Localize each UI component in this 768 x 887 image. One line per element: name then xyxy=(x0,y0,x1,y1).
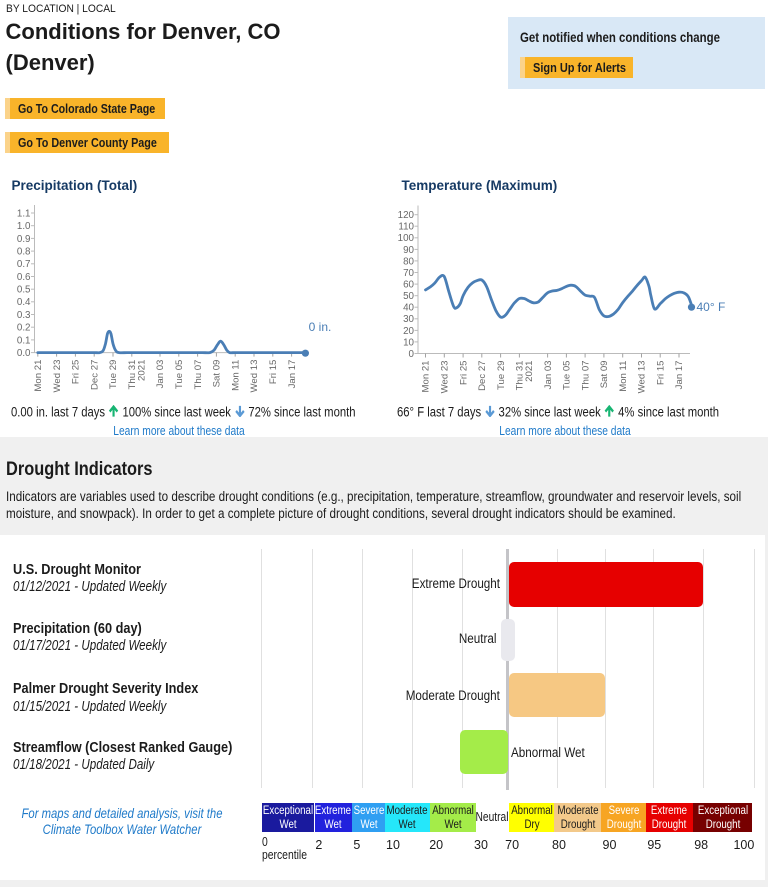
svg-text:40° F: 40° F xyxy=(697,300,726,314)
svg-text:Wed 23: Wed 23 xyxy=(440,361,451,394)
svg-text:Tue 05: Tue 05 xyxy=(174,360,185,390)
svg-text:Mon 11: Mon 11 xyxy=(618,361,629,392)
svg-text:Jan 03: Jan 03 xyxy=(155,360,166,389)
svg-text:0.2: 0.2 xyxy=(17,323,31,334)
svg-text:Fri 15: Fri 15 xyxy=(655,361,666,386)
svg-text:Dec 27: Dec 27 xyxy=(477,361,488,391)
svg-text:Jan 03: Jan 03 xyxy=(543,361,554,390)
svg-text:Sat 09: Sat 09 xyxy=(599,361,610,389)
svg-text:Fri 25: Fri 25 xyxy=(71,360,82,385)
svg-text:100: 100 xyxy=(398,233,415,244)
svg-text:1.0: 1.0 xyxy=(17,221,31,232)
svg-text:Tue 05: Tue 05 xyxy=(562,361,573,391)
svg-text:0.3: 0.3 xyxy=(17,310,31,321)
svg-text:2021: 2021 xyxy=(524,361,535,382)
svg-text:0.4: 0.4 xyxy=(17,297,31,308)
svg-text:0: 0 xyxy=(409,349,415,360)
svg-text:Thu 31: Thu 31 xyxy=(515,361,526,391)
svg-text:0.5: 0.5 xyxy=(17,285,31,296)
svg-text:Wed 13: Wed 13 xyxy=(637,361,648,394)
svg-text:0.8: 0.8 xyxy=(17,247,31,258)
svg-text:40: 40 xyxy=(403,303,414,314)
svg-text:Fri 25: Fri 25 xyxy=(458,361,469,386)
svg-text:Thu 07: Thu 07 xyxy=(193,360,204,390)
svg-text:Sat 09: Sat 09 xyxy=(212,360,223,388)
svg-text:0.0: 0.0 xyxy=(17,348,31,359)
svg-text:Mon 11: Mon 11 xyxy=(230,360,241,391)
svg-text:120: 120 xyxy=(398,210,415,221)
svg-text:0.9: 0.9 xyxy=(17,234,31,245)
svg-text:Thu 31: Thu 31 xyxy=(127,360,138,390)
svg-text:2021: 2021 xyxy=(136,360,147,381)
svg-text:Tue 29: Tue 29 xyxy=(108,360,119,390)
svg-text:Jan 17: Jan 17 xyxy=(287,360,298,389)
svg-text:Wed 23: Wed 23 xyxy=(52,360,63,393)
svg-text:90: 90 xyxy=(403,245,414,256)
svg-text:110: 110 xyxy=(398,222,414,233)
svg-text:50: 50 xyxy=(403,291,414,302)
svg-text:Tue 29: Tue 29 xyxy=(496,361,507,391)
svg-text:Jan 17: Jan 17 xyxy=(674,361,685,390)
svg-text:0.1: 0.1 xyxy=(17,335,31,346)
svg-text:60: 60 xyxy=(403,280,414,291)
svg-text:0.6: 0.6 xyxy=(17,272,31,283)
svg-text:30: 30 xyxy=(403,314,414,325)
svg-text:Mon 21: Mon 21 xyxy=(421,361,432,393)
svg-text:0 in.: 0 in. xyxy=(309,320,332,334)
svg-text:1.1: 1.1 xyxy=(17,208,31,219)
svg-text:20: 20 xyxy=(403,326,414,337)
svg-text:Thu 07: Thu 07 xyxy=(580,361,591,391)
svg-text:80: 80 xyxy=(403,256,414,267)
svg-text:0.7: 0.7 xyxy=(17,259,31,270)
svg-text:10: 10 xyxy=(403,337,414,348)
svg-text:Wed 13: Wed 13 xyxy=(249,360,260,393)
svg-text:Mon 21: Mon 21 xyxy=(33,360,44,392)
svg-text:Fri 15: Fri 15 xyxy=(268,360,279,385)
svg-text:Dec 27: Dec 27 xyxy=(89,360,100,390)
svg-text:70: 70 xyxy=(403,268,414,279)
